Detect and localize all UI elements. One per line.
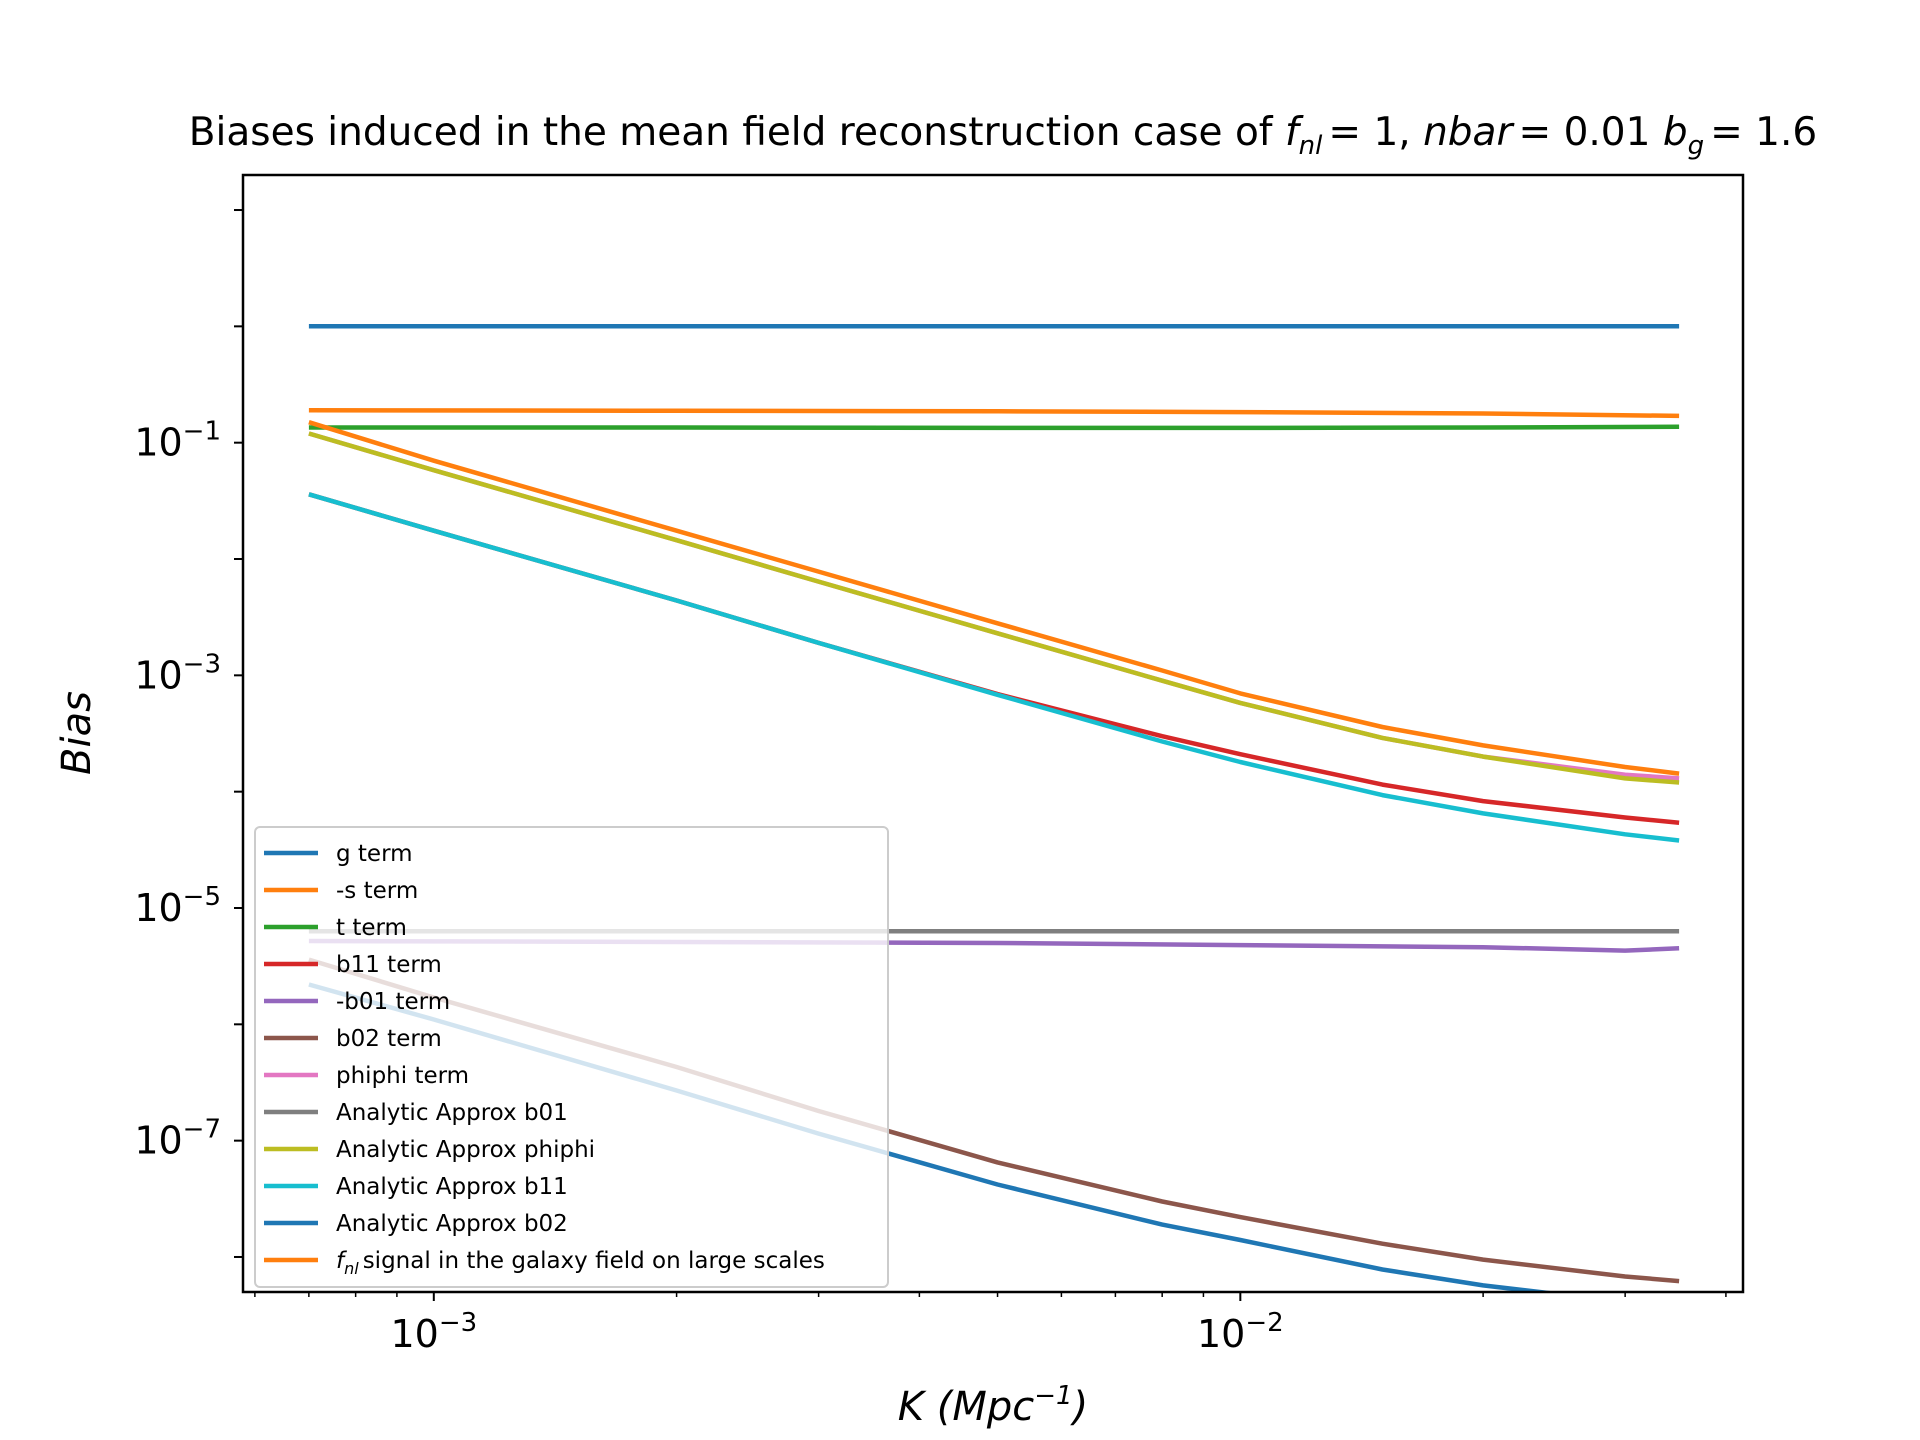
legend-entry: fnl signal in the galaxy field on large s…: [264, 1248, 825, 1278]
legend-entry: Analytic Approx phiphi: [264, 1137, 595, 1163]
legend-label: -s term: [336, 878, 418, 904]
plot-frame: [241, 173, 1745, 1294]
legend: g term -s term t term b11 term -b01 term b02 …: [254, 826, 889, 1288]
x-tick-label: 10−2: [1197, 1308, 1284, 1356]
legend-entry: phiphi term: [264, 1063, 469, 1089]
legend-label: phiphi term: [336, 1063, 469, 1089]
y-tick-label: 10−3: [134, 649, 221, 697]
legend-label: Analytic Approx phiphi: [336, 1137, 595, 1163]
series-line-analytic-approx-phiphi: [308, 431, 1680, 785]
y-axis: 10−1 10−3 10−5 10−7: [134, 209, 243, 1258]
legend-label: -b01 term: [336, 989, 450, 1015]
legend-label: Analytic Approx b11: [336, 1174, 568, 1200]
legend-entry: b11 term: [264, 952, 442, 978]
y-tick-label: 10−7: [134, 1115, 221, 1163]
legend-entry: Analytic Approx b02: [264, 1211, 568, 1237]
x-axis-label: K (Mpc−1): [898, 1381, 1088, 1430]
chart-title: Biases induced in the mean field reconst…: [189, 110, 1817, 161]
x-tick-label: 10−3: [390, 1308, 477, 1356]
legend-label: fnl signal in the galaxy field on large s…: [336, 1248, 825, 1278]
legend-entry: b02 term: [264, 1026, 442, 1052]
legend-entry: t term: [264, 915, 407, 941]
series-line-t-term: [308, 424, 1680, 431]
legend-label: Analytic Approx b02: [336, 1211, 568, 1237]
legend-entry: g term: [264, 841, 413, 867]
legend-entry: -b01 term: [264, 989, 450, 1015]
legend-entry: -s term: [264, 878, 418, 904]
series-line-fnl-signal-in-the-galaxy-field-on-large-scales: [308, 420, 1680, 776]
legend-label: b02 term: [336, 1026, 442, 1052]
y-axis-label: Bias: [54, 691, 100, 775]
y-tick-label: 10−5: [134, 882, 221, 930]
legend-label: b11 term: [336, 952, 442, 978]
legend-label: Analytic Approx b01: [336, 1100, 568, 1126]
legend-box: [254, 826, 889, 1288]
x-axis: 10−3 10−2: [254, 1292, 1727, 1356]
y-tick-label: 10−1: [134, 417, 221, 465]
legend-label: t term: [336, 915, 407, 941]
legend-entry: Analytic Approx b01: [264, 1100, 568, 1126]
legend-label: g term: [336, 841, 413, 867]
series-line-s-term: [308, 407, 1680, 419]
legend-entry: Analytic Approx b11: [264, 1174, 568, 1200]
series-line-analytic-approx-b11: [308, 492, 1680, 843]
series-line-b11-term: [308, 492, 1680, 826]
